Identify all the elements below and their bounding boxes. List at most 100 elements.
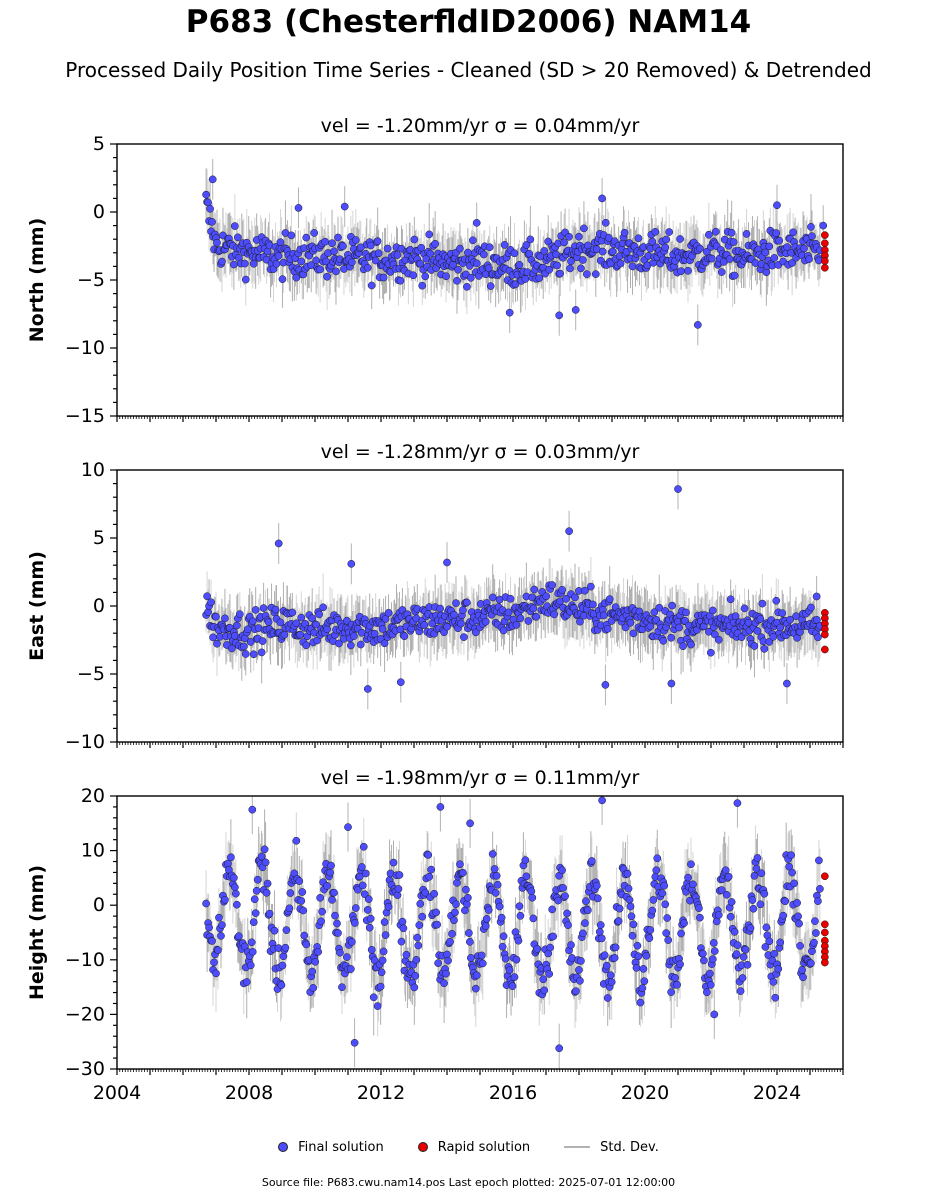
final-point: [634, 952, 643, 961]
final-point: [314, 947, 323, 956]
final-point: [456, 860, 464, 869]
final-point: [215, 913, 223, 922]
final-point: [232, 900, 241, 909]
final-point: [675, 623, 683, 632]
final-point: [495, 902, 504, 911]
final-point-outlier: [674, 485, 682, 493]
rapid-point: [821, 928, 829, 937]
final-point: [816, 885, 824, 893]
final-point: [587, 857, 596, 865]
final-point: [756, 900, 765, 909]
rapid-point: [821, 239, 829, 248]
final-point: [624, 884, 633, 893]
y-tick-label: 5: [93, 527, 105, 549]
final-point: [807, 223, 815, 231]
final-point: [710, 630, 719, 639]
final-point: [533, 944, 542, 953]
final-point: [463, 282, 471, 291]
final-point: [369, 993, 378, 1002]
final-point: [762, 923, 771, 932]
final-point: [714, 635, 723, 644]
final-point: [812, 929, 820, 937]
final-point: [753, 627, 762, 635]
final-point: [687, 860, 695, 869]
final-point: [378, 956, 387, 965]
x-tick-label: 2024: [753, 1082, 801, 1104]
final-point: [521, 275, 530, 283]
final-point: [673, 980, 681, 989]
final-point: [376, 982, 385, 991]
final-point: [310, 229, 319, 237]
final-point: [699, 949, 707, 958]
final-point: [510, 249, 519, 258]
final-point: [510, 973, 519, 981]
final-point: [765, 937, 774, 946]
final-point: [505, 966, 514, 975]
final-point: [330, 247, 338, 256]
final-point: [781, 897, 790, 906]
final-point: [251, 909, 260, 917]
final-point: [213, 639, 221, 648]
final-point: [467, 273, 475, 282]
final-point: [334, 233, 342, 242]
final-point: [629, 920, 638, 929]
final-point: [411, 971, 420, 980]
final-point: [708, 606, 717, 615]
final-point: [332, 267, 340, 276]
final-point: [421, 272, 430, 281]
final-point: [418, 281, 427, 290]
final-point: [596, 921, 605, 929]
final-point: [811, 917, 819, 925]
final-point: [783, 243, 792, 251]
final-point-outlier: [363, 685, 372, 693]
legend-std: Std. Dev.: [564, 1140, 659, 1155]
final-point: [808, 232, 816, 241]
final-point: [548, 581, 557, 589]
final-point: [583, 270, 591, 278]
final-point: [778, 609, 787, 618]
final-point: [611, 943, 620, 952]
final-point: [711, 227, 720, 236]
final-point: [232, 621, 241, 630]
final-point: [248, 617, 257, 626]
final-point: [577, 264, 585, 273]
final-point: [649, 896, 658, 904]
final-point: [717, 268, 726, 276]
final-point: [395, 871, 404, 879]
final-point: [380, 918, 389, 926]
final-point: [308, 967, 317, 976]
final-point: [498, 942, 507, 951]
final-point: [807, 959, 815, 968]
final-point: [399, 924, 408, 933]
final-point: [212, 612, 220, 621]
final-point: [676, 235, 684, 243]
final-point-outlier: [443, 558, 451, 567]
final-point: [689, 880, 697, 889]
final-point: [417, 243, 426, 252]
final-point: [707, 254, 716, 263]
final-point: [264, 618, 273, 626]
final-point: [616, 259, 625, 268]
final-point: [731, 612, 740, 621]
final-point: [604, 233, 613, 242]
final-point-outlier: [208, 175, 217, 184]
final-point: [606, 971, 615, 980]
final-point: [600, 951, 609, 960]
final-point: [772, 596, 781, 605]
final-point: [302, 940, 311, 949]
final-point: [353, 885, 362, 894]
final-point: [418, 912, 427, 921]
final-point: [615, 904, 624, 913]
final-point: [571, 593, 579, 602]
final-point: [742, 230, 751, 238]
final-point: [464, 248, 472, 257]
final-point: [259, 604, 268, 612]
final-point: [814, 897, 822, 905]
final-point: [746, 924, 755, 932]
y-axis-label-height: Height (mm): [26, 865, 48, 1000]
final-point: [625, 896, 634, 904]
legend-std-label: Std. Dev.: [600, 1139, 659, 1155]
final-point: [582, 897, 590, 906]
final-point: [639, 965, 648, 973]
final-point: [426, 249, 435, 258]
